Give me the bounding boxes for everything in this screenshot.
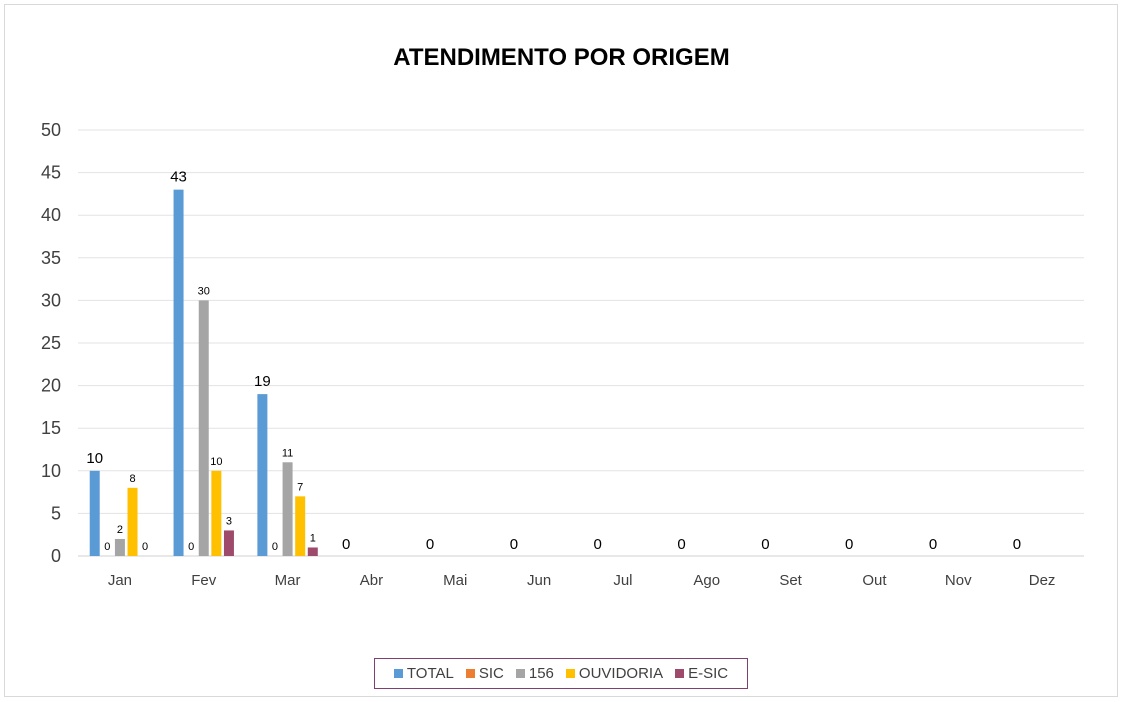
x-tick-label: Jan <box>108 572 132 589</box>
y-tick-label: 20 <box>41 376 61 396</box>
y-tick-label: 5 <box>51 503 61 523</box>
data-label: 0 <box>188 541 194 553</box>
x-tick-label: Ago <box>693 572 720 589</box>
legend-swatch <box>515 669 525 678</box>
y-tick-label: 0 <box>51 546 61 566</box>
bar <box>307 547 318 556</box>
legend-item: SIC <box>465 665 504 682</box>
y-tick-label: 30 <box>41 290 61 310</box>
bar <box>89 470 100 556</box>
legend-label: SIC <box>478 665 504 682</box>
data-label: 10 <box>210 456 222 468</box>
data-label: 0 <box>426 536 434 553</box>
data-label: 2 <box>117 524 123 536</box>
data-label: 1 <box>310 532 316 544</box>
chart-title: ATENDIMENTO POR ORIGEM <box>393 44 730 71</box>
data-label: 0 <box>845 536 853 553</box>
data-label: 0 <box>1013 536 1021 553</box>
data-label: 0 <box>104 541 110 553</box>
data-label: 0 <box>272 541 278 553</box>
legend-swatch <box>675 669 685 678</box>
x-tick-label: Jul <box>613 572 632 589</box>
data-label: 43 <box>170 169 187 186</box>
legend-item: TOTAL <box>393 665 454 682</box>
data-label: 0 <box>342 536 350 553</box>
legend-label: E-SIC <box>688 665 729 682</box>
legend-label: 156 <box>528 665 554 682</box>
legend-item: OUVIDORIA <box>565 665 664 682</box>
x-tick-label: Mai <box>443 572 467 589</box>
bar <box>223 530 234 556</box>
y-tick-label: 15 <box>41 418 61 438</box>
data-label: 0 <box>677 536 685 553</box>
x-tick-label: Out <box>862 572 887 589</box>
bar <box>173 189 184 556</box>
bar <box>198 300 209 556</box>
data-label: 3 <box>226 515 232 527</box>
bar <box>211 470 222 556</box>
data-label: 19 <box>254 373 271 390</box>
x-tick-label: Dez <box>1029 572 1056 589</box>
data-label: 30 <box>198 285 210 297</box>
x-tick-label: Abr <box>360 572 383 589</box>
x-tick-label: Fev <box>191 572 217 589</box>
data-label: 11 <box>282 447 293 459</box>
chart-frame <box>4 4 1118 697</box>
x-tick-label: Jun <box>527 572 551 589</box>
bar <box>114 538 125 556</box>
y-tick-label: 45 <box>41 163 61 183</box>
x-tick-label: Mar <box>275 572 301 589</box>
x-tick-label: Set <box>779 572 802 589</box>
data-label: 0 <box>929 536 937 553</box>
data-label: 0 <box>761 536 769 553</box>
data-label: 0 <box>142 541 148 553</box>
legend-swatch <box>565 669 575 678</box>
y-tick-label: 50 <box>41 120 61 140</box>
data-label: 0 <box>510 536 518 553</box>
legend-label: TOTAL <box>406 665 454 682</box>
legend-swatch <box>393 669 403 678</box>
bar <box>127 487 138 556</box>
chart-legend: TOTAL SIC 156 OUVIDORIA E-SIC <box>374 658 748 689</box>
y-tick-label: 35 <box>41 248 61 268</box>
data-label: 8 <box>129 473 135 485</box>
legend-item: 156 <box>515 665 554 682</box>
data-label: 0 <box>594 536 602 553</box>
bar <box>282 462 293 556</box>
bar <box>257 394 268 556</box>
legend-swatch <box>465 669 475 678</box>
data-label: 10 <box>86 450 103 467</box>
x-tick-label: Nov <box>945 572 972 589</box>
y-tick-label: 10 <box>41 461 61 481</box>
legend-item: E-SIC <box>675 665 728 682</box>
data-label: 7 <box>297 481 303 493</box>
bar <box>295 496 306 556</box>
y-tick-label: 40 <box>41 205 61 225</box>
y-tick-label: 25 <box>41 333 61 353</box>
legend-label: OUVIDORIA <box>578 665 664 682</box>
